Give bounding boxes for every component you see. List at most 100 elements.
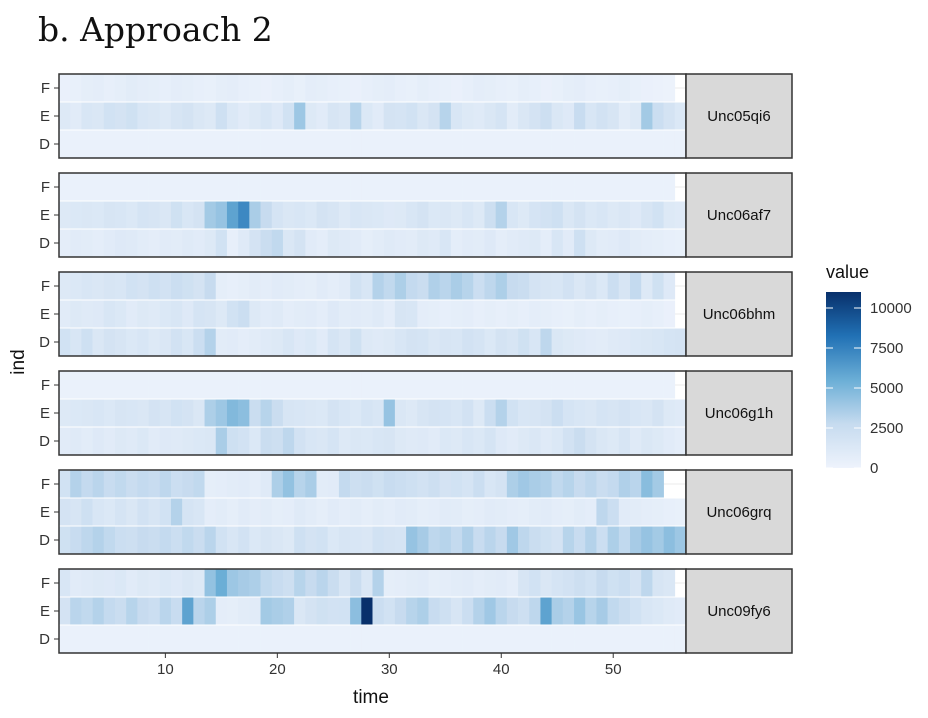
heatmap-tile [484, 371, 496, 399]
heatmap-tile [249, 201, 261, 229]
heatmap-tile [630, 173, 642, 201]
heatmap-tile [350, 569, 362, 597]
heatmap-tile [294, 300, 306, 328]
heatmap-tile [350, 201, 362, 229]
heatmap-tile [506, 328, 519, 356]
heatmap-tile [607, 399, 620, 427]
heatmap-tile [562, 569, 575, 597]
heatmap-tile [473, 102, 485, 130]
heatmap-tile [462, 569, 474, 597]
heatmap-tile [238, 427, 250, 455]
heatmap-tile [114, 272, 127, 300]
heatmap-tile [540, 498, 552, 526]
heatmap-tile [439, 371, 452, 399]
heatmap-tile [159, 173, 172, 201]
heatmap-tile [294, 625, 306, 653]
heatmap-tile [540, 399, 552, 427]
heatmap-tile [495, 625, 508, 653]
heatmap-tile [59, 427, 71, 455]
heatmap-tile [92, 300, 105, 328]
heatmap-tile [305, 371, 317, 399]
heatmap-tile [394, 272, 407, 300]
heatmap-tile [406, 328, 418, 356]
heatmap-tile [529, 201, 541, 229]
heatmap-tile [159, 569, 172, 597]
heatmap-tile [652, 427, 664, 455]
heatmap-tile [562, 102, 575, 130]
heatmap-tile [361, 498, 373, 526]
heatmap-tile [551, 300, 564, 328]
facet-panel: Unc06g1h FED [39, 370, 793, 456]
facet-strip [685, 271, 793, 357]
heatmap-tile [663, 569, 676, 597]
heatmap-tile [585, 399, 597, 427]
heatmap-tile [596, 526, 608, 554]
heatmap-tile [428, 498, 440, 526]
heatmap-tile [226, 569, 239, 597]
heatmap-tile [574, 371, 586, 399]
heatmap-tile [271, 300, 284, 328]
heatmap-tile [585, 328, 597, 356]
heatmap-tile [641, 300, 653, 328]
heatmap-tile [103, 371, 116, 399]
heatmap-tile [585, 625, 597, 653]
heatmap-tile [249, 625, 261, 653]
heatmap-tile [417, 526, 429, 554]
heatmap-tile [663, 173, 676, 201]
heatmap-tile [574, 498, 586, 526]
heatmap-tile [137, 272, 149, 300]
heatmap-tile [350, 399, 362, 427]
heatmap-tile [462, 597, 474, 625]
heatmap-tile [81, 399, 93, 427]
heatmap-tile [361, 328, 373, 356]
heatmap-tile [249, 272, 261, 300]
heatmap-tile [137, 399, 149, 427]
heatmap-tile [260, 569, 273, 597]
heatmap-tile [103, 272, 116, 300]
heatmap-tile [193, 569, 205, 597]
heatmap-tile [428, 272, 440, 300]
heatmap-tile [260, 399, 273, 427]
heatmap-tile [428, 74, 440, 102]
heatmap-tile [226, 102, 239, 130]
heatmap-tile [294, 130, 306, 158]
heatmap-tile [305, 201, 317, 229]
heatmap-tile [439, 427, 452, 455]
heatmap-tile [484, 130, 496, 158]
heatmap-tile [383, 201, 396, 229]
heatmap-tile [663, 300, 676, 328]
heatmap-tile [103, 229, 116, 257]
heatmap-tile [585, 201, 597, 229]
heatmap-tile [92, 427, 105, 455]
facet-strip-label: Unc05qi6 [707, 108, 770, 125]
heatmap-tile [406, 300, 418, 328]
x-tick-label: 40 [493, 661, 510, 678]
heatmap-tile [260, 470, 273, 498]
heatmap-tile [540, 130, 552, 158]
heatmap-tile [126, 300, 138, 328]
heatmap-tile [574, 597, 586, 625]
heatmap-tile [226, 470, 239, 498]
heatmap-tile [529, 498, 541, 526]
heatmap-tile [204, 597, 217, 625]
heatmap-tile [518, 173, 530, 201]
heatmap-tile [114, 399, 127, 427]
heatmap-tile [361, 569, 373, 597]
heatmap-tile [529, 526, 541, 554]
facet-strip [685, 172, 793, 258]
heatmap-tile [238, 130, 250, 158]
heatmap-tile [215, 74, 228, 102]
heatmap-tile [674, 229, 687, 257]
heatmap-tile [585, 569, 597, 597]
heatmap-tile [372, 74, 384, 102]
heatmap-tile [137, 526, 149, 554]
heatmap-tile [484, 229, 496, 257]
heatmap-tile [159, 74, 172, 102]
heatmap-tile [518, 229, 530, 257]
heatmap-tile [663, 130, 676, 158]
heatmap-tile [417, 427, 429, 455]
y-tick-label: D [39, 334, 50, 351]
heatmap-tile [630, 74, 642, 102]
heatmap-tile [271, 625, 284, 653]
heatmap-tile [204, 272, 217, 300]
